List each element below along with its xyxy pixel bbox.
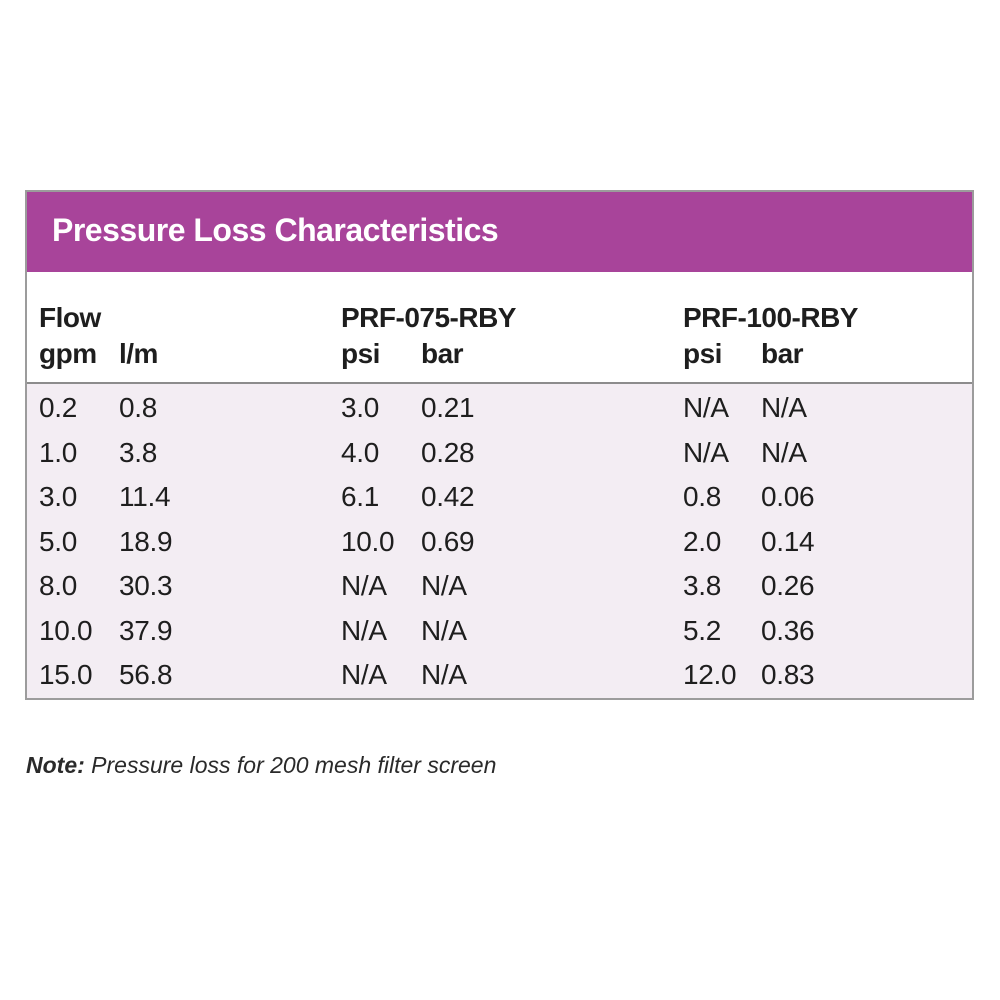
cell-gpm: 10.0 xyxy=(39,614,93,646)
cell-gpm: 8.0 xyxy=(39,570,78,601)
table-title: Pressure Loss Characteristics xyxy=(52,212,499,248)
header-lpm: l/m xyxy=(119,338,158,369)
cell-b-bar: 0.36 xyxy=(761,614,815,646)
cell-a-bar: N/A xyxy=(421,659,467,690)
cell-lpm: 56.8 xyxy=(119,659,173,690)
cell-a-psi: N/A xyxy=(341,570,387,601)
cell-lpm: 0.8 xyxy=(119,392,158,423)
cell-a-bar: 0.42 xyxy=(421,481,475,512)
cell-b-psi: 3.8 xyxy=(683,570,722,601)
cell-b-psi: 0.8 xyxy=(683,481,722,512)
cell-gpm: 1.0 xyxy=(39,436,78,468)
cell-a-psi: N/A xyxy=(341,659,387,690)
header-prf-100-bar: bar xyxy=(761,338,804,369)
note: Note: Pressure loss for 200 mesh filter … xyxy=(26,752,496,779)
cell-b-psi: N/A xyxy=(683,436,729,468)
cell-a-psi: 3.0 xyxy=(341,392,380,423)
header-prf-075-psi: psi xyxy=(341,338,380,369)
table-header: Flow gpm l/m PRF-075-RBY psi bar PRF-100… xyxy=(27,272,972,384)
cell-b-psi: N/A xyxy=(683,392,729,423)
cell-a-psi: 10.0 xyxy=(341,525,395,557)
table-title-bar: Pressure Loss Characteristics xyxy=(27,192,972,272)
cell-b-psi: 2.0 xyxy=(683,525,722,557)
cell-a-psi: 6.1 xyxy=(341,481,380,512)
cell-lpm: 11.4 xyxy=(119,481,171,512)
cell-lpm: 30.3 xyxy=(119,570,173,601)
cell-a-bar: 0.21 xyxy=(421,392,475,423)
cell-gpm: 15.0 xyxy=(39,659,93,690)
header-prf-100-psi: psi xyxy=(683,338,722,369)
header-model-prf-075: PRF-075-RBY xyxy=(341,302,516,333)
cell-gpm: 5.0 xyxy=(39,525,78,557)
cell-lpm: 18.9 xyxy=(119,525,173,557)
cell-a-psi: 4.0 xyxy=(341,436,380,468)
cell-gpm: 3.0 xyxy=(39,481,78,512)
cell-b-bar: 0.14 xyxy=(761,525,815,557)
cell-a-psi: N/A xyxy=(341,614,387,646)
cell-b-bar: N/A xyxy=(761,392,807,423)
cell-a-bar: N/A xyxy=(421,614,467,646)
cell-lpm: 37.9 xyxy=(119,614,173,646)
cell-b-psi: 12.0 xyxy=(683,659,737,690)
cell-b-psi: 5.2 xyxy=(683,614,722,646)
header-model-prf-100: PRF-100-RBY xyxy=(683,302,858,333)
cell-b-bar: 0.06 xyxy=(761,481,815,512)
pressure-loss-table: Pressure Loss Characteristics Flow gpm l… xyxy=(25,190,974,700)
table-body: 0.2 0.8 3.0 0.21 N/A N/A 1.0 3.8 4.0 0.28 N/A N/A 3.… xyxy=(27,384,972,698)
cell-a-bar: 0.28 xyxy=(421,436,475,468)
cell-b-bar: 0.83 xyxy=(761,659,815,690)
header-gpm: gpm xyxy=(39,338,97,369)
cell-a-bar: N/A xyxy=(421,570,467,601)
header-prf-075-bar: bar xyxy=(421,338,464,369)
note-text: Pressure loss for 200 mesh filter screen xyxy=(84,752,497,778)
cell-a-bar: 0.69 xyxy=(421,525,475,557)
header-flow: Flow xyxy=(39,302,101,333)
cell-b-bar: 0.26 xyxy=(761,570,815,601)
cell-b-bar: N/A xyxy=(761,436,807,468)
note-label: Note: xyxy=(26,752,85,778)
cell-gpm: 0.2 xyxy=(39,392,78,423)
cell-lpm: 3.8 xyxy=(119,436,158,468)
